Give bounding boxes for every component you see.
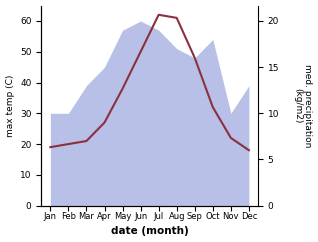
X-axis label: date (month): date (month) <box>111 227 189 236</box>
Y-axis label: max temp (C): max temp (C) <box>5 74 15 137</box>
Y-axis label: med. precipitation
(kg/m2): med. precipitation (kg/m2) <box>293 64 313 147</box>
